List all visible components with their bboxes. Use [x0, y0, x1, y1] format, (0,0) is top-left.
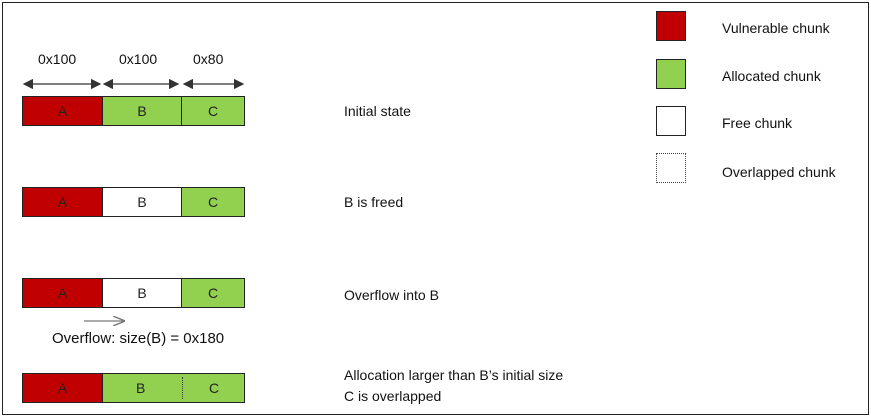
legend-label-free: Free chunk	[722, 115, 793, 131]
chunk-a: A	[23, 374, 102, 402]
caption-allocation-larger: Allocation larger than B’s initial size	[344, 367, 564, 383]
chunk-row-initial: A B C	[22, 96, 245, 126]
chunk-a: A	[23, 279, 102, 307]
legend-swatch-allocated	[656, 59, 686, 89]
caption-overflow: Overflow into B	[344, 287, 439, 303]
chunk-b: B	[102, 97, 181, 125]
chunk-c: C	[181, 279, 244, 307]
chunk-c-label: C	[207, 103, 219, 119]
legend-swatch-vulnerable	[656, 11, 686, 41]
chunk-a: A	[23, 97, 102, 125]
legend-label-vulnerable: Vulnerable chunk	[722, 20, 830, 36]
chunk-a-label: A	[57, 103, 68, 119]
overlap-divider	[182, 377, 183, 399]
chunk-c-label: C	[209, 380, 220, 396]
legend-swatch-overlapped	[656, 153, 686, 183]
size-label-c: 0x80	[193, 51, 224, 67]
size-label-b: 0x100	[119, 51, 158, 67]
chunk-b-label: B	[137, 103, 147, 119]
caption-c-overlapped: C is overlapped	[344, 388, 442, 404]
legend-swatch-free	[656, 106, 686, 136]
legend-label-overlapped: Overlapped chunk	[722, 164, 836, 180]
chunk-b: B	[102, 188, 181, 216]
legend-label-allocated: Allocated chunk	[722, 68, 821, 84]
chunk-b-label: B	[136, 380, 146, 396]
caption-initial-state: Initial state	[344, 103, 411, 119]
size-label-a: 0x100	[38, 51, 77, 67]
chunk-c-label: C	[207, 285, 219, 301]
chunk-c: C	[181, 188, 244, 216]
chunk-c: C	[181, 97, 244, 125]
chunk-bc-merged: B C	[102, 374, 244, 402]
chunk-b-label: B	[137, 194, 147, 210]
chunk-b: B	[102, 279, 181, 307]
chunk-row-overflow: A B C	[22, 278, 245, 308]
chunk-a-label: A	[57, 380, 68, 396]
overflow-note: Overflow: size(B) = 0x180	[52, 330, 225, 347]
chunk-c-label: C	[207, 194, 219, 210]
chunk-row-b-freed: A B C	[22, 187, 245, 217]
chunk-a: A	[23, 188, 102, 216]
chunk-row-overlapped: A B C	[22, 373, 245, 403]
chunk-b-label: B	[137, 285, 147, 301]
chunk-a-label: A	[57, 194, 68, 210]
caption-b-freed: B is freed	[344, 194, 404, 210]
chunk-a-label: A	[57, 285, 68, 301]
